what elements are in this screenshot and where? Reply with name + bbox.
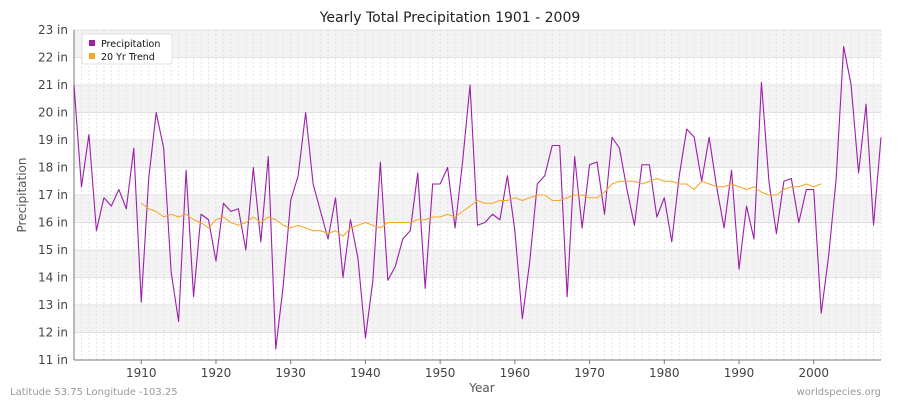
horizontal-gridlines: [74, 29, 881, 361]
x-tick-label: 1940: [350, 366, 381, 380]
x-tick-label: 1990: [724, 366, 755, 380]
x-tick-label: 1960: [500, 366, 531, 380]
y-tick-label: 15 in: [38, 243, 68, 257]
x-tick-label: 1930: [275, 366, 306, 380]
legend: Precipitation 20 Yr Trend: [81, 33, 173, 65]
x-tick-label: 1970: [574, 366, 605, 380]
y-tick-label: 14 in: [38, 271, 68, 285]
x-tick-label: 1920: [201, 366, 232, 380]
legend-box: [81, 33, 173, 65]
series-layer: [73, 45, 882, 350]
legend-swatch-precipitation: [89, 40, 95, 46]
footer-source: worldspecies.org: [797, 387, 881, 398]
y-tick-label: 16 in: [38, 216, 68, 230]
y-tick-label: 21 in: [38, 78, 68, 92]
y-tick-label: 19 in: [38, 133, 68, 147]
y-tick-labels: 11 in 12 in 13 in 14 in 15 in 16 in 17 in 18 in…: [38, 23, 68, 367]
y-tick-label: 13 in: [38, 298, 68, 312]
legend-label-trend: 20 Yr Trend: [101, 52, 155, 63]
y-axis-label: Precipitation: [15, 157, 29, 232]
trend-line: [140, 178, 822, 237]
precipitation-line: [73, 45, 882, 350]
legend-swatch-trend: [89, 53, 95, 59]
x-tick-label: 1910: [126, 366, 157, 380]
x-tick-labels: 1910 1920 1930 1940 1950 1960 1970 1980 1990 2000: [126, 360, 829, 380]
y-tick-label: 22 in: [38, 51, 68, 65]
y-tick-label: 20 in: [38, 106, 68, 120]
y-tick-label: 11 in: [38, 353, 68, 367]
x-tick-label: 2000: [798, 366, 829, 380]
y-tick-label: 18 in: [38, 161, 68, 175]
chart-title: Yearly Total Precipitation 1901 - 2009: [319, 10, 581, 26]
y-tick-label: 23 in: [38, 23, 68, 37]
x-axis-label: Year: [468, 381, 494, 395]
footer-coordinates: Latitude 53.75 Longitude -103.25: [10, 387, 178, 398]
legend-label-precipitation: Precipitation: [101, 39, 160, 50]
x-tick-label: 1980: [649, 366, 680, 380]
x-tick-label: 1950: [425, 366, 456, 380]
y-tick-label: 17 in: [38, 188, 68, 202]
y-tick-label: 12 in: [38, 326, 68, 340]
